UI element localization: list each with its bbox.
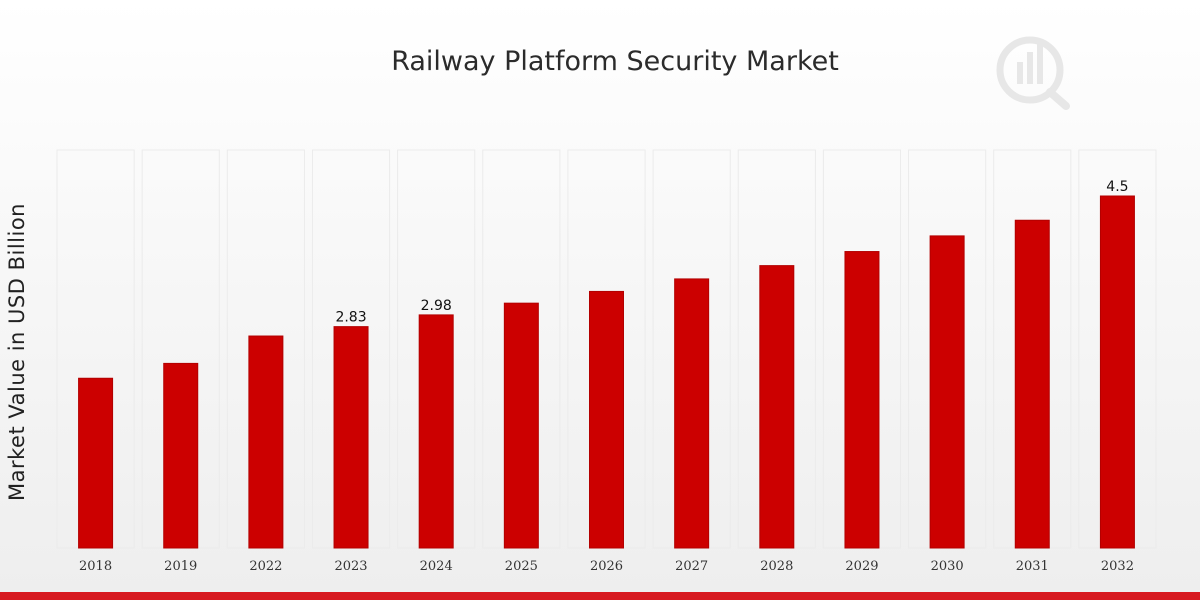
x-tick-label: 2023 xyxy=(334,559,367,574)
x-tick-label: 2031 xyxy=(1016,559,1049,574)
x-tick-label: 2027 xyxy=(675,559,708,574)
x-tick-labels: 2018 2019 2022 2023 2024 2025 2026 2027 2028 2029… xyxy=(79,559,1134,574)
x-tick-label: 2022 xyxy=(249,559,282,574)
bar-2025 xyxy=(503,302,539,549)
bottom-accent-bar xyxy=(0,592,1200,600)
x-tick-label: 2024 xyxy=(420,559,453,574)
market-research-logo-icon xyxy=(996,36,1070,110)
x-tick-label: 2025 xyxy=(505,559,538,574)
bar-2029 xyxy=(844,251,880,549)
data-label: 4.5 xyxy=(1106,179,1128,195)
bar-2028 xyxy=(759,265,795,549)
bar-2022 xyxy=(248,335,284,549)
bar-2027 xyxy=(674,278,710,549)
x-tick-label: 2028 xyxy=(760,559,793,574)
x-tick-label: 2029 xyxy=(845,559,878,574)
bar-2019 xyxy=(163,362,199,549)
bar-2026 xyxy=(589,290,624,549)
chart-title: Railway Platform Security Market xyxy=(391,46,839,77)
x-tick-label: 2019 xyxy=(164,559,197,574)
x-tick-label: 2026 xyxy=(590,559,623,574)
data-label: 2.98 xyxy=(421,298,452,314)
bar-series xyxy=(78,195,1135,549)
x-tick-label: 2030 xyxy=(931,559,964,574)
bar-2023 xyxy=(333,326,369,549)
x-tick-label: 2032 xyxy=(1101,559,1134,574)
x-tick-label: 2018 xyxy=(79,559,112,574)
bar-2030 xyxy=(929,235,965,549)
bar-2024 xyxy=(418,314,454,549)
y-axis-label: Market Value in USD Billion xyxy=(5,203,29,501)
bar-2032 xyxy=(1099,195,1135,549)
data-label: 2.83 xyxy=(335,310,366,326)
bar-2018 xyxy=(78,377,114,549)
data-labels: 2.83 2.98 4.5 xyxy=(335,179,1128,326)
bar-2031 xyxy=(1014,219,1050,549)
